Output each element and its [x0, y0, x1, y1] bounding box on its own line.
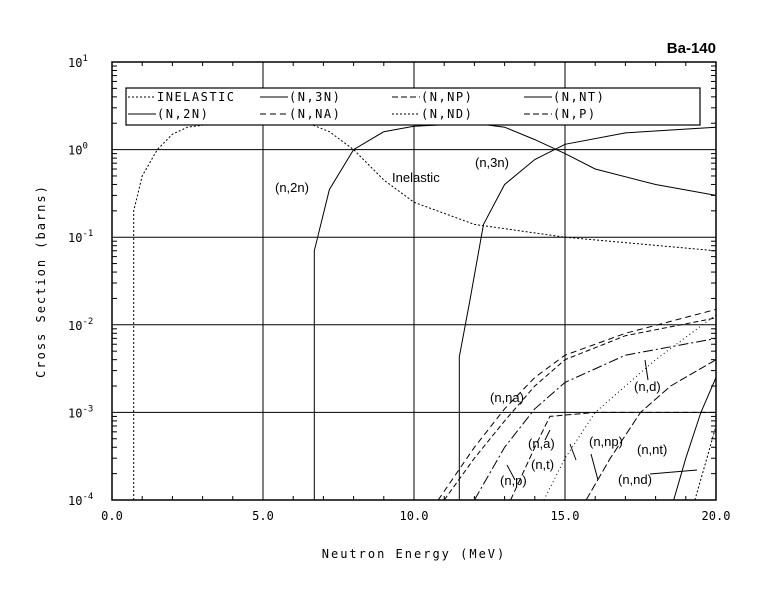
curve-label: (n,d)	[634, 379, 661, 394]
label-leader-line	[506, 464, 516, 481]
y-tick-label: 101	[68, 54, 88, 70]
x-tick-label: 0.0	[101, 509, 123, 523]
label-leader-line	[590, 453, 599, 481]
curve-label: (n,t)	[531, 457, 554, 472]
y-tick-exponent: 0	[82, 142, 87, 152]
series-line-np	[473, 337, 716, 500]
x-tick-label: 5.0	[252, 509, 274, 523]
legend-entry: INELASTIC	[157, 90, 236, 104]
plot-frame	[111, 61, 717, 501]
label-leader-line	[649, 469, 698, 475]
y-tick-label: 10-2	[68, 317, 93, 333]
y-tick-base: 10	[68, 231, 82, 245]
label-leader-line	[569, 443, 577, 461]
series-line-nnt	[673, 377, 716, 500]
y-tick-label: 100	[68, 142, 88, 158]
legend-entry: (N,2N)	[157, 107, 209, 121]
curve-label: (n,2n)	[275, 180, 309, 195]
legend-entry: (N,NA)	[289, 107, 341, 121]
y-tick-exponent: -1	[82, 229, 93, 239]
y-tick-exponent: -4	[82, 492, 93, 502]
series-line-nnd	[694, 425, 716, 500]
legend-entry: (N,ND)	[421, 107, 473, 121]
y-tick-base: 10	[68, 319, 82, 333]
legend-entry: (N,P)	[553, 107, 597, 121]
series-line-nn	[458, 126, 716, 500]
legend-entry: (N,3N)	[289, 90, 341, 104]
curve-label: (n,3n)	[475, 155, 509, 170]
y-tick-label: 10-1	[68, 229, 93, 245]
curve-label: (n,p)	[500, 473, 527, 488]
x-axis-label: Neutron Energy (MeV)	[322, 547, 507, 561]
y-tick-label: 10-4	[68, 492, 93, 508]
label-leader-line	[644, 359, 649, 381]
curve-label: (n,np)	[589, 434, 623, 449]
y-tick-exponent: -3	[82, 404, 93, 414]
curve-label: (n,nt)	[637, 442, 667, 457]
chart-title: Ba-140	[667, 40, 716, 57]
x-tick-label: 10.0	[400, 509, 429, 523]
legend-box	[125, 87, 701, 126]
label-leader-line	[544, 429, 551, 441]
curve-label: Inelastic	[392, 170, 440, 185]
curve-label: (n,nd)	[618, 472, 652, 487]
legend-entry: (N,NT)	[553, 90, 605, 104]
y-axis-label: Cross Section (barns)	[34, 184, 48, 378]
x-tick-label: 15.0	[551, 509, 580, 523]
y-tick-base: 10	[68, 494, 82, 508]
curve-label: (n,a)	[528, 436, 555, 451]
y-tick-label: 10-3	[68, 404, 93, 420]
series-line-nna	[437, 308, 716, 500]
series-line-na	[443, 317, 716, 500]
y-tick-exponent: -2	[82, 317, 93, 327]
y-tick-base: 10	[68, 56, 82, 70]
y-tick-base: 10	[68, 144, 82, 158]
y-tick-exponent: 1	[82, 54, 87, 64]
series-line-nt	[510, 411, 716, 500]
legend-entry: (N,NP)	[421, 90, 473, 104]
curve-label: (n,na)	[490, 390, 524, 405]
x-tick-label: 20.0	[702, 509, 731, 523]
y-tick-base: 10	[68, 406, 82, 420]
